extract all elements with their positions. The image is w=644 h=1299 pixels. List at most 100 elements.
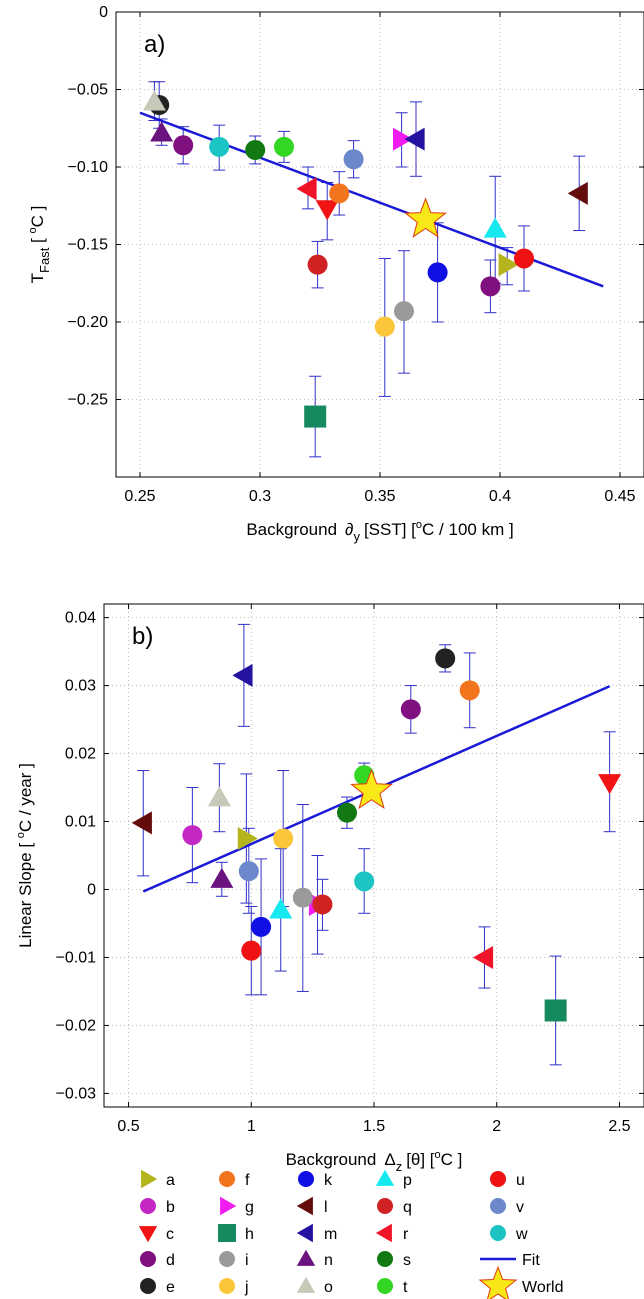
legend-item-j: j xyxy=(219,1278,249,1296)
legend-marker-World xyxy=(478,1265,518,1299)
data-point-v xyxy=(238,861,259,882)
legend-marker-e xyxy=(140,1278,156,1294)
x-tick-label: 1.5 xyxy=(363,1118,385,1135)
legend-label-c: c xyxy=(166,1226,174,1243)
x-label-rest: [θ] [ xyxy=(406,1150,435,1169)
legend-marker-w xyxy=(490,1225,506,1241)
legend-item-t: t xyxy=(377,1278,408,1296)
legend-label-w: w xyxy=(515,1226,528,1243)
legend-marker-c xyxy=(138,1226,158,1243)
legend-marker-h xyxy=(218,1224,236,1242)
data-point-s xyxy=(245,139,266,160)
data-point-u xyxy=(514,248,534,269)
data-point-l xyxy=(567,181,588,205)
legend-marker-m xyxy=(296,1223,313,1243)
x-tick-label: 2.5 xyxy=(608,1118,630,1135)
legend-item-o: o xyxy=(296,1276,333,1296)
data-point-World xyxy=(350,768,393,810)
legend-marker-a xyxy=(141,1169,158,1189)
legend-label-n: n xyxy=(324,1252,333,1269)
data-point-k xyxy=(427,262,448,283)
y-tick-label: −0.05 xyxy=(68,82,109,99)
y-label-bracket: [ xyxy=(28,234,47,248)
y-label-unit: C / year ] xyxy=(16,763,35,832)
data-point-c xyxy=(315,200,339,221)
legend-item-s: s xyxy=(377,1251,411,1269)
x-label-main: Background xyxy=(286,1150,377,1169)
x-label-subscript: z xyxy=(396,1159,403,1174)
x-tick-label: 1 xyxy=(247,1118,256,1135)
x-axis-label: Background ∂y [SST] [oC / 100 km ] xyxy=(246,519,513,544)
data-point-d xyxy=(173,135,194,156)
y-tick-label: 0.04 xyxy=(65,610,96,627)
x-label-unit-sup: o xyxy=(435,1149,441,1161)
legend-label-i: i xyxy=(245,1252,249,1269)
y-tick-label: −0.03 xyxy=(56,1085,97,1102)
legend-item-World: World xyxy=(478,1265,564,1299)
y-label-unit-sup: o xyxy=(15,832,27,838)
data-point-p xyxy=(269,898,293,919)
data-point-u xyxy=(241,940,262,961)
data-point-q xyxy=(312,894,333,915)
legend-label-b: b xyxy=(166,1199,175,1216)
legend-item-n: n xyxy=(296,1249,333,1269)
y-tick-label: 0 xyxy=(99,4,108,21)
y-label-main: Linear Slope [ xyxy=(16,843,35,948)
data-point-o xyxy=(142,90,166,111)
y-axis-label: Linear Slope [ oC / year ] xyxy=(15,763,35,948)
data-point-s xyxy=(337,802,357,823)
legend-label-q: q xyxy=(403,1199,412,1216)
x-label-symbol: ∂ xyxy=(345,520,353,539)
legend-label-d: d xyxy=(166,1252,175,1269)
legend-label-e: e xyxy=(166,1279,175,1296)
x-label-symbol: Δ xyxy=(384,1150,395,1169)
data-point-a xyxy=(237,827,258,851)
legend-marker-i xyxy=(219,1251,235,1267)
legend-marker-n xyxy=(296,1249,316,1266)
data-point-j xyxy=(273,828,294,849)
legend-marker-b xyxy=(140,1198,156,1214)
legend-item-b: b xyxy=(140,1198,175,1216)
legend-marker-r xyxy=(375,1223,392,1243)
x-tick-label: 0.4 xyxy=(489,488,511,505)
legend-item-v: v xyxy=(490,1198,524,1216)
legend-item-q: q xyxy=(377,1198,412,1216)
legend-item-m: m xyxy=(296,1223,337,1243)
data-point-c xyxy=(598,774,622,795)
legend-label-j: j xyxy=(244,1279,249,1296)
legend-item-d: d xyxy=(140,1251,175,1269)
legend-marker-u xyxy=(490,1171,506,1187)
y-tick-label: 0.02 xyxy=(65,746,96,763)
y-label-main: T xyxy=(28,273,47,283)
data-point-r xyxy=(296,177,317,201)
data-point-h xyxy=(304,405,327,428)
legend-label-r: r xyxy=(403,1226,409,1243)
data-point-k xyxy=(251,916,272,937)
x-tick-label: 0.45 xyxy=(604,488,635,505)
legend-label-t: t xyxy=(403,1279,408,1296)
x-label-unit-sup: o xyxy=(416,519,422,531)
y-tick-label: −0.15 xyxy=(68,237,109,254)
legend-label-f: f xyxy=(245,1172,250,1189)
legend-label-s: s xyxy=(403,1252,411,1269)
data-point-d xyxy=(480,276,501,297)
legend-label-m: m xyxy=(324,1226,337,1243)
x-label-main: Background xyxy=(246,520,337,539)
y-label-subscript: Fast xyxy=(37,247,52,273)
legend-marker-p xyxy=(375,1169,395,1186)
data-point-f xyxy=(459,680,480,701)
data-point-m xyxy=(404,127,425,151)
legend-label-k: k xyxy=(324,1172,333,1189)
legend-marker-l xyxy=(296,1196,313,1216)
y-tick-label: −0.01 xyxy=(56,949,97,966)
legend-marker-t xyxy=(377,1278,393,1294)
x-label-rest: [SST] [ xyxy=(364,520,416,539)
legend-label-World: World xyxy=(522,1279,564,1296)
x-label-unit: C / 100 km ] xyxy=(422,520,514,539)
y-tick-label: −0.25 xyxy=(68,392,109,409)
panel-b-chart: 0.5 1 1.5 2 2.5 0.04 0.03 0.02 0.01 0 −0.01 −0.02 −0… xyxy=(15,603,644,1174)
legend-label-o: o xyxy=(324,1279,333,1296)
panel-a-chart: 0.25 0.3 0.35 0.4 0.45 0 −0.05 −0.10 −0.15 −0.20 −… xyxy=(27,4,644,544)
data-point-t xyxy=(274,136,294,157)
legend-item-p: p xyxy=(375,1169,412,1189)
